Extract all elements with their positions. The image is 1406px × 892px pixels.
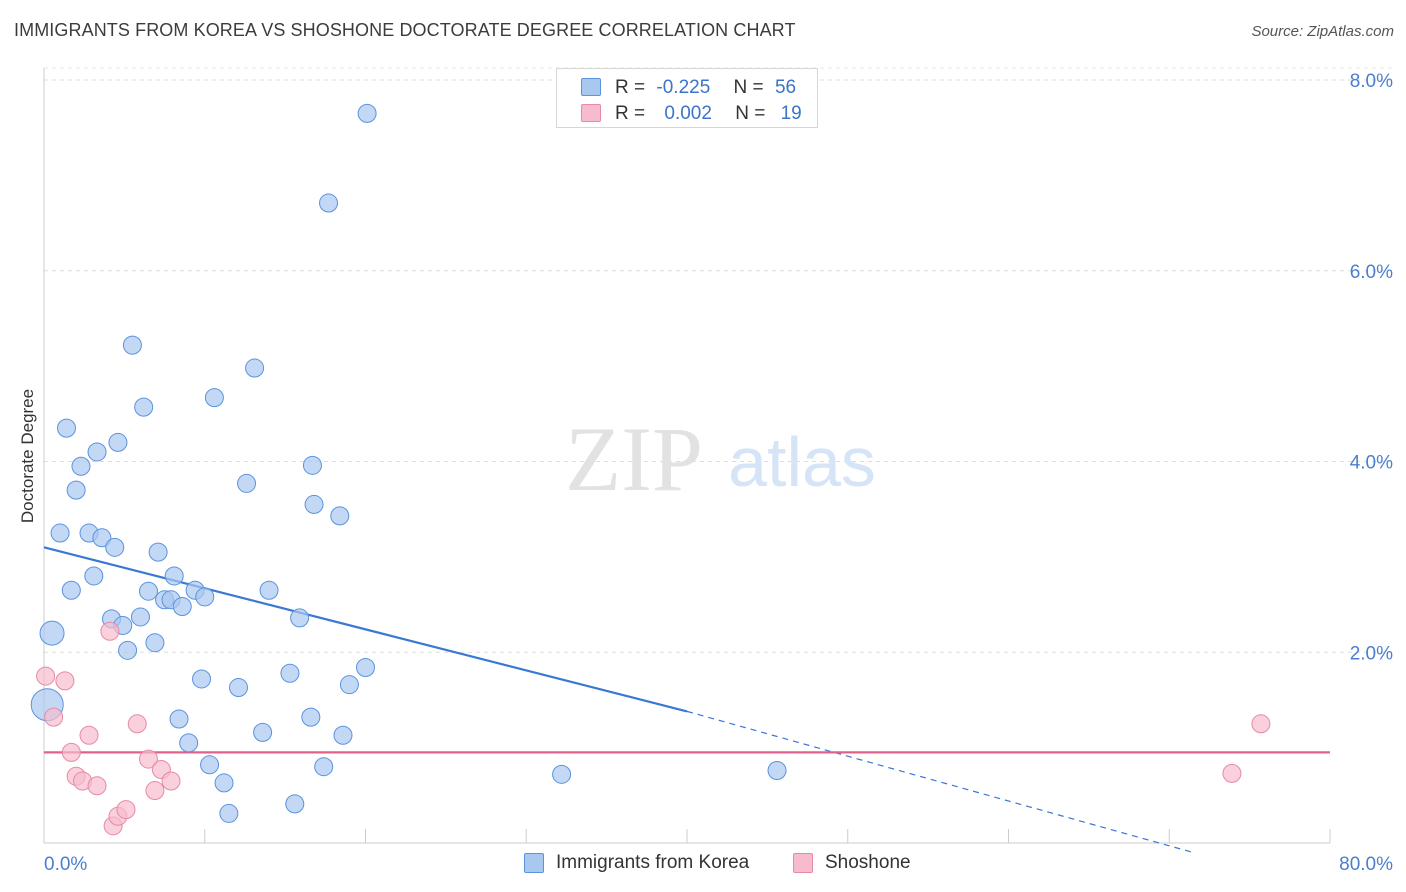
point-korea: [118, 640, 138, 660]
point-korea: [92, 528, 112, 548]
correlation-legend: R = -0.225 N = 56 R = 0.002 N = 19: [556, 68, 818, 128]
series-swatch-korea: [524, 853, 544, 873]
series-swatch-shoshone: [793, 853, 813, 873]
series-label-shoshone: Shoshone: [825, 852, 911, 873]
point-korea: [145, 633, 165, 653]
point-korea: [552, 764, 572, 784]
point-korea: [50, 523, 70, 543]
point-korea: [214, 773, 234, 793]
data-points: [30, 103, 1271, 836]
point-korea: [301, 707, 321, 727]
y-tick-label: 8.0%: [1350, 71, 1393, 92]
point-korea: [302, 455, 322, 475]
point-korea: [237, 473, 257, 493]
point-korea: [357, 103, 377, 123]
point-shoshone: [44, 707, 64, 727]
y-tick-label: 6.0%: [1350, 262, 1393, 283]
point-korea: [285, 794, 305, 814]
x-tick-label: 80.0%: [1339, 854, 1393, 875]
point-korea: [192, 669, 212, 689]
point-shoshone: [79, 725, 99, 745]
point-shoshone: [1251, 714, 1271, 734]
point-korea: [108, 432, 128, 452]
point-korea: [290, 608, 310, 628]
point-shoshone: [116, 800, 136, 820]
legend-n-label: N =: [733, 77, 764, 98]
legend-r-value: -0.225: [656, 77, 711, 98]
point-korea: [61, 580, 81, 600]
legend-r-label: R =: [615, 103, 646, 124]
point-korea: [259, 580, 279, 600]
legend-n-label: N =: [735, 103, 766, 124]
point-korea: [172, 596, 192, 616]
point-korea: [179, 733, 199, 753]
point-korea: [339, 675, 359, 695]
trend-lines: [43, 546, 1330, 854]
point-shoshone: [100, 621, 120, 641]
point-korea: [71, 456, 91, 476]
watermark-atlas: atlas: [728, 423, 876, 501]
legend-r-label: R =: [615, 77, 646, 98]
point-shoshone: [36, 666, 56, 686]
point-korea: [245, 358, 265, 378]
chart-title: IMMIGRANTS FROM KOREA VS SHOSHONE DOCTOR…: [14, 20, 796, 40]
point-shoshone: [61, 742, 81, 762]
point-shoshone: [1222, 763, 1242, 783]
gridlines: [44, 67, 1392, 653]
legend-r-value: 0.002: [664, 103, 712, 124]
series-legend: Immigrants from Korea Shoshone: [0, 850, 1406, 878]
watermark: ZIP atlas: [565, 408, 876, 510]
point-korea: [195, 587, 215, 607]
source-label: Source: ZipAtlas.com: [1251, 23, 1394, 40]
trend-line-korea-extension: [686, 710, 1194, 854]
point-korea: [767, 761, 787, 781]
point-korea: [204, 388, 224, 408]
point-korea: [57, 418, 77, 438]
point-korea: [130, 607, 150, 627]
y-tick-label: 4.0%: [1350, 453, 1393, 474]
point-korea: [122, 335, 142, 355]
legend-n-value: 19: [780, 103, 802, 124]
point-korea: [356, 658, 375, 678]
point-korea: [253, 722, 273, 742]
point-korea: [200, 755, 220, 775]
point-korea: [219, 803, 239, 823]
point-shoshone: [145, 781, 165, 801]
point-shoshone: [87, 776, 107, 796]
point-korea: [134, 397, 154, 417]
point-korea: [39, 620, 65, 646]
point-korea: [148, 542, 168, 562]
point-korea: [66, 480, 86, 500]
point-korea: [330, 506, 350, 526]
legend-swatch-korea: [581, 78, 601, 96]
point-korea: [105, 537, 125, 557]
point-korea: [280, 663, 300, 683]
x-tick-labels: 0.0% 80.0%: [44, 854, 1393, 875]
point-korea: [169, 709, 189, 729]
point-korea: [319, 193, 339, 213]
point-korea: [87, 442, 107, 462]
trend-line-korea: [43, 546, 688, 713]
point-korea: [314, 757, 334, 777]
y-tick-label: 2.0%: [1350, 643, 1393, 664]
point-korea: [164, 566, 184, 586]
x-tick-label: 0.0%: [44, 854, 87, 875]
point-shoshone: [138, 749, 158, 769]
point-shoshone: [55, 671, 75, 691]
point-korea: [333, 725, 353, 745]
legend-n-value: 56: [774, 77, 797, 98]
series-label-korea: Immigrants from Korea: [556, 852, 750, 873]
point-korea: [84, 566, 104, 586]
point-korea: [304, 494, 324, 514]
y-tick-labels: 2.0% 4.0% 6.0% 8.0%: [1350, 71, 1393, 664]
legend-swatch-shoshone: [581, 104, 601, 122]
point-shoshone: [161, 771, 181, 791]
watermark-zip: ZIP: [565, 408, 703, 510]
point-shoshone: [127, 714, 147, 734]
point-korea: [229, 678, 249, 698]
point-korea: [138, 581, 158, 601]
